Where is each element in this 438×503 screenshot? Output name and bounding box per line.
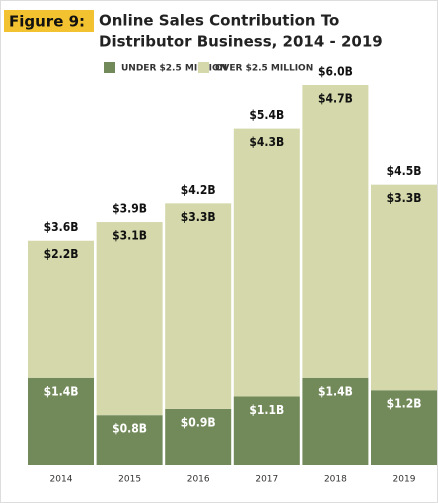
total-label: $3.9B xyxy=(112,202,147,216)
value-label: $1.4B xyxy=(44,384,79,398)
bar-segment xyxy=(28,377,94,465)
x-tick-label: 2016 xyxy=(187,475,210,485)
bar-segment xyxy=(371,390,437,465)
chart-title: Distributor Business, 2014 - 2019 xyxy=(99,33,383,51)
total-label: $5.4B xyxy=(249,108,284,122)
x-tick-label: 2019 xyxy=(393,475,416,485)
value-label: $1.2B xyxy=(387,397,422,411)
total-label: $6.0B xyxy=(318,65,353,79)
legend-swatch xyxy=(198,62,209,73)
total-label: $4.2B xyxy=(181,183,216,197)
value-label: $4.3B xyxy=(249,135,284,149)
bar-segment xyxy=(165,408,232,465)
bar-segment xyxy=(233,396,300,465)
bar-segment xyxy=(28,240,94,378)
bar-segment xyxy=(233,128,300,397)
value-label: $3.1B xyxy=(112,229,147,243)
x-tick-label: 2017 xyxy=(255,475,278,485)
bar-segment xyxy=(302,85,369,378)
value-label: $3.3B xyxy=(181,210,216,224)
legend-swatch xyxy=(104,62,115,73)
bar-segment xyxy=(371,184,437,391)
value-label: $4.7B xyxy=(318,92,353,106)
value-label: $1.1B xyxy=(249,403,284,417)
legend-label: UNDER $2.5 MILLION xyxy=(121,64,227,74)
figure-label-box xyxy=(4,10,94,32)
chart-title: Online Sales Contribution To xyxy=(99,12,339,30)
total-label: $3.6B xyxy=(44,220,79,234)
bar-segment xyxy=(302,377,369,465)
figure-label: Figure 9: xyxy=(9,13,85,31)
bar-segment xyxy=(96,415,163,465)
x-tick-label: 2014 xyxy=(50,475,73,485)
bar-segment xyxy=(96,222,163,416)
legend-label: OVER $2.5 MILLION xyxy=(215,64,313,74)
total-label: $4.5B xyxy=(387,164,422,178)
value-label: $2.2B xyxy=(44,247,79,261)
x-tick-label: 2018 xyxy=(324,475,347,485)
value-label: $0.8B xyxy=(112,422,147,436)
bar-segment xyxy=(165,203,232,409)
value-label: $0.9B xyxy=(181,415,216,429)
value-label: $1.4B xyxy=(318,384,353,398)
value-label: $3.3B xyxy=(387,191,422,205)
x-tick-label: 2015 xyxy=(118,475,141,485)
